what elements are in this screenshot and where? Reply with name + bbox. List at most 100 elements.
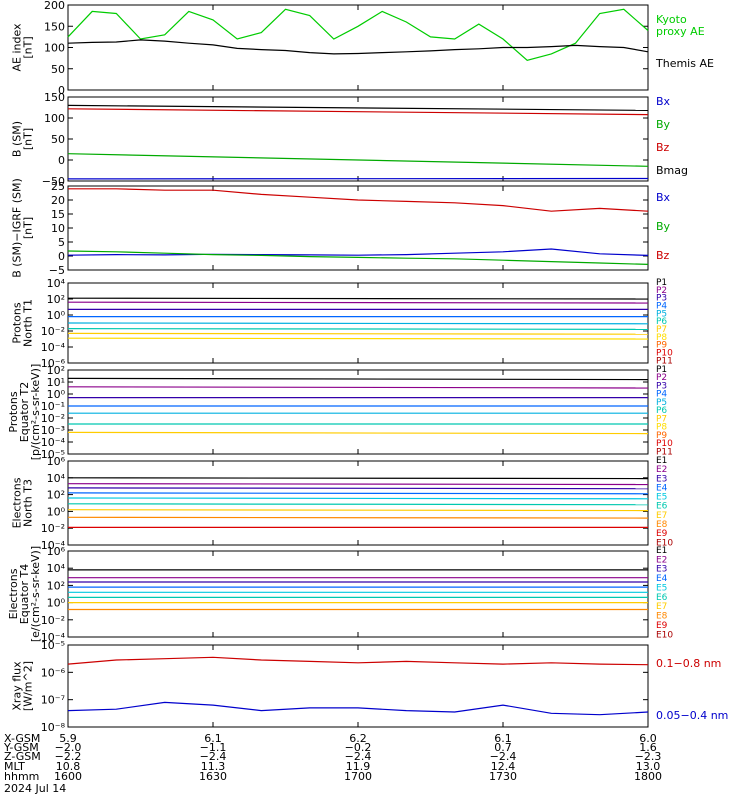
- legend-entry: E7: [656, 602, 667, 612]
- y-tick-label: 10⁻⁶: [41, 666, 66, 679]
- ephemeris-value: 13.0: [636, 760, 661, 773]
- legend-entry: E7: [656, 511, 667, 521]
- y-axis-label: North T1: [22, 299, 35, 347]
- ephemeris-value: 0.7: [494, 741, 512, 754]
- y-axis-label: [nT]: [22, 128, 35, 150]
- series-line: [67, 8, 649, 61]
- y-tick-label: 10⁻³: [41, 424, 65, 437]
- y-tick-label: 200: [44, 0, 65, 12]
- y-axis-label: Electrons: [7, 568, 20, 619]
- y-tick-label: 10⁶: [47, 545, 66, 558]
- legend-entry: Bz: [656, 249, 670, 262]
- y-tick-label: 10⁻¹: [41, 400, 65, 413]
- panel-frame: [67, 369, 649, 455]
- legend-entry: 0.05−0.4 nm: [656, 709, 728, 722]
- legend-entry: Bx: [656, 191, 671, 204]
- y-tick-label: 10⁻⁷: [41, 694, 65, 707]
- y-axis-label: Electrons: [11, 477, 24, 528]
- legend-entry: By: [656, 118, 671, 131]
- series-line: [67, 39, 649, 55]
- ephemeris-row-label: hhmm: [4, 770, 39, 783]
- series-line: [67, 516, 649, 519]
- y-tick-label: 25: [51, 180, 65, 193]
- y-tick-label: 10²: [47, 293, 65, 306]
- y-tick-label: 10⁶: [47, 455, 66, 468]
- panel-frame: [67, 644, 649, 728]
- ephemeris-value: −0.2: [345, 741, 372, 754]
- y-tick-label: 150: [44, 20, 65, 33]
- y-axis-label: Protons: [7, 391, 20, 432]
- y-tick-label: 100: [44, 112, 65, 125]
- legend-entry: 0.1−0.8 nm: [656, 657, 721, 670]
- legend-entry: P9: [656, 341, 667, 351]
- legend-entry: Bx: [656, 95, 671, 108]
- ephemeris-value: −2.2: [55, 750, 82, 763]
- series-line: [67, 297, 649, 300]
- series-line: [67, 509, 649, 512]
- series-line: [67, 477, 649, 480]
- legend-entry: E4: [656, 574, 668, 584]
- y-tick-label: 10: [51, 222, 65, 235]
- series-line: [67, 153, 649, 167]
- series-line: [67, 248, 649, 256]
- series-line: [67, 250, 649, 265]
- ephemeris-row-label: X-GSM: [4, 732, 40, 745]
- legend-entry: P2: [656, 373, 667, 383]
- legend-entry: E3: [656, 474, 667, 484]
- legend-entry: P5: [656, 309, 667, 319]
- legend-entry: P3: [656, 294, 667, 304]
- y-tick-label: 10⁻⁴: [41, 341, 66, 354]
- legend-entry: Kyoto: [656, 13, 687, 26]
- series-line: [67, 322, 649, 325]
- date-label: 2024 Jul 14: [4, 782, 66, 795]
- y-tick-label: 150: [44, 91, 65, 104]
- y-axis-label: Equator T4: [18, 564, 31, 624]
- y-tick-label: 50: [51, 133, 65, 146]
- y-tick-label: 10⁴: [47, 277, 66, 290]
- legend-entry: P11: [656, 356, 673, 366]
- panel-frame: [67, 460, 649, 546]
- ephemeris-value: 6.1: [494, 732, 512, 745]
- y-axis-label: Xray flux: [11, 661, 24, 711]
- y-tick-label: 10⁰: [47, 388, 66, 401]
- series-line: [67, 108, 649, 116]
- legend-entry: P6: [656, 317, 667, 327]
- y-tick-label: 10⁻⁴: [41, 539, 66, 552]
- y-tick-label: 10⁻²: [41, 325, 65, 338]
- y-tick-label: 10⁰: [47, 309, 66, 322]
- y-tick-label: 10⁻⁴: [41, 436, 66, 449]
- legend-entry: Bz: [656, 141, 670, 154]
- legend-entry: P4: [656, 302, 667, 312]
- legend-entry: E8: [656, 520, 668, 530]
- ephemeris-value: 10.8: [56, 760, 81, 773]
- legend-entry: P7: [656, 325, 667, 335]
- ephemeris-row-label: MLT: [4, 760, 25, 773]
- y-tick-label: 10⁻⁵: [41, 448, 65, 461]
- ephemeris-row-label: Z-GSM: [4, 750, 41, 763]
- ephemeris-value: 12.4: [491, 760, 516, 773]
- legend-entry: P6: [656, 406, 667, 416]
- series-line: [67, 104, 649, 111]
- legend-entry: P2: [656, 286, 667, 296]
- y-axis-label: B (SM)−IGRF (SM): [11, 178, 24, 278]
- legend-entry: P4: [656, 390, 667, 400]
- y-tick-label: 10⁻⁸: [41, 721, 66, 734]
- series-line: [67, 656, 649, 666]
- y-tick-label: 10⁻⁵: [41, 639, 65, 652]
- legend-entry: E6: [656, 502, 668, 512]
- y-tick-label: 10²: [47, 364, 65, 377]
- series-line: [67, 503, 649, 506]
- panel-frame: [67, 550, 649, 638]
- y-tick-label: 10⁻⁶: [41, 357, 66, 370]
- legend-entry: E1: [656, 456, 667, 466]
- legend-entry: E4: [656, 483, 668, 493]
- series-line: [67, 377, 649, 381]
- y-tick-label: 10²: [47, 489, 65, 502]
- ephemeris-value: 11.9: [346, 760, 371, 773]
- legend-entry: P8: [656, 333, 667, 343]
